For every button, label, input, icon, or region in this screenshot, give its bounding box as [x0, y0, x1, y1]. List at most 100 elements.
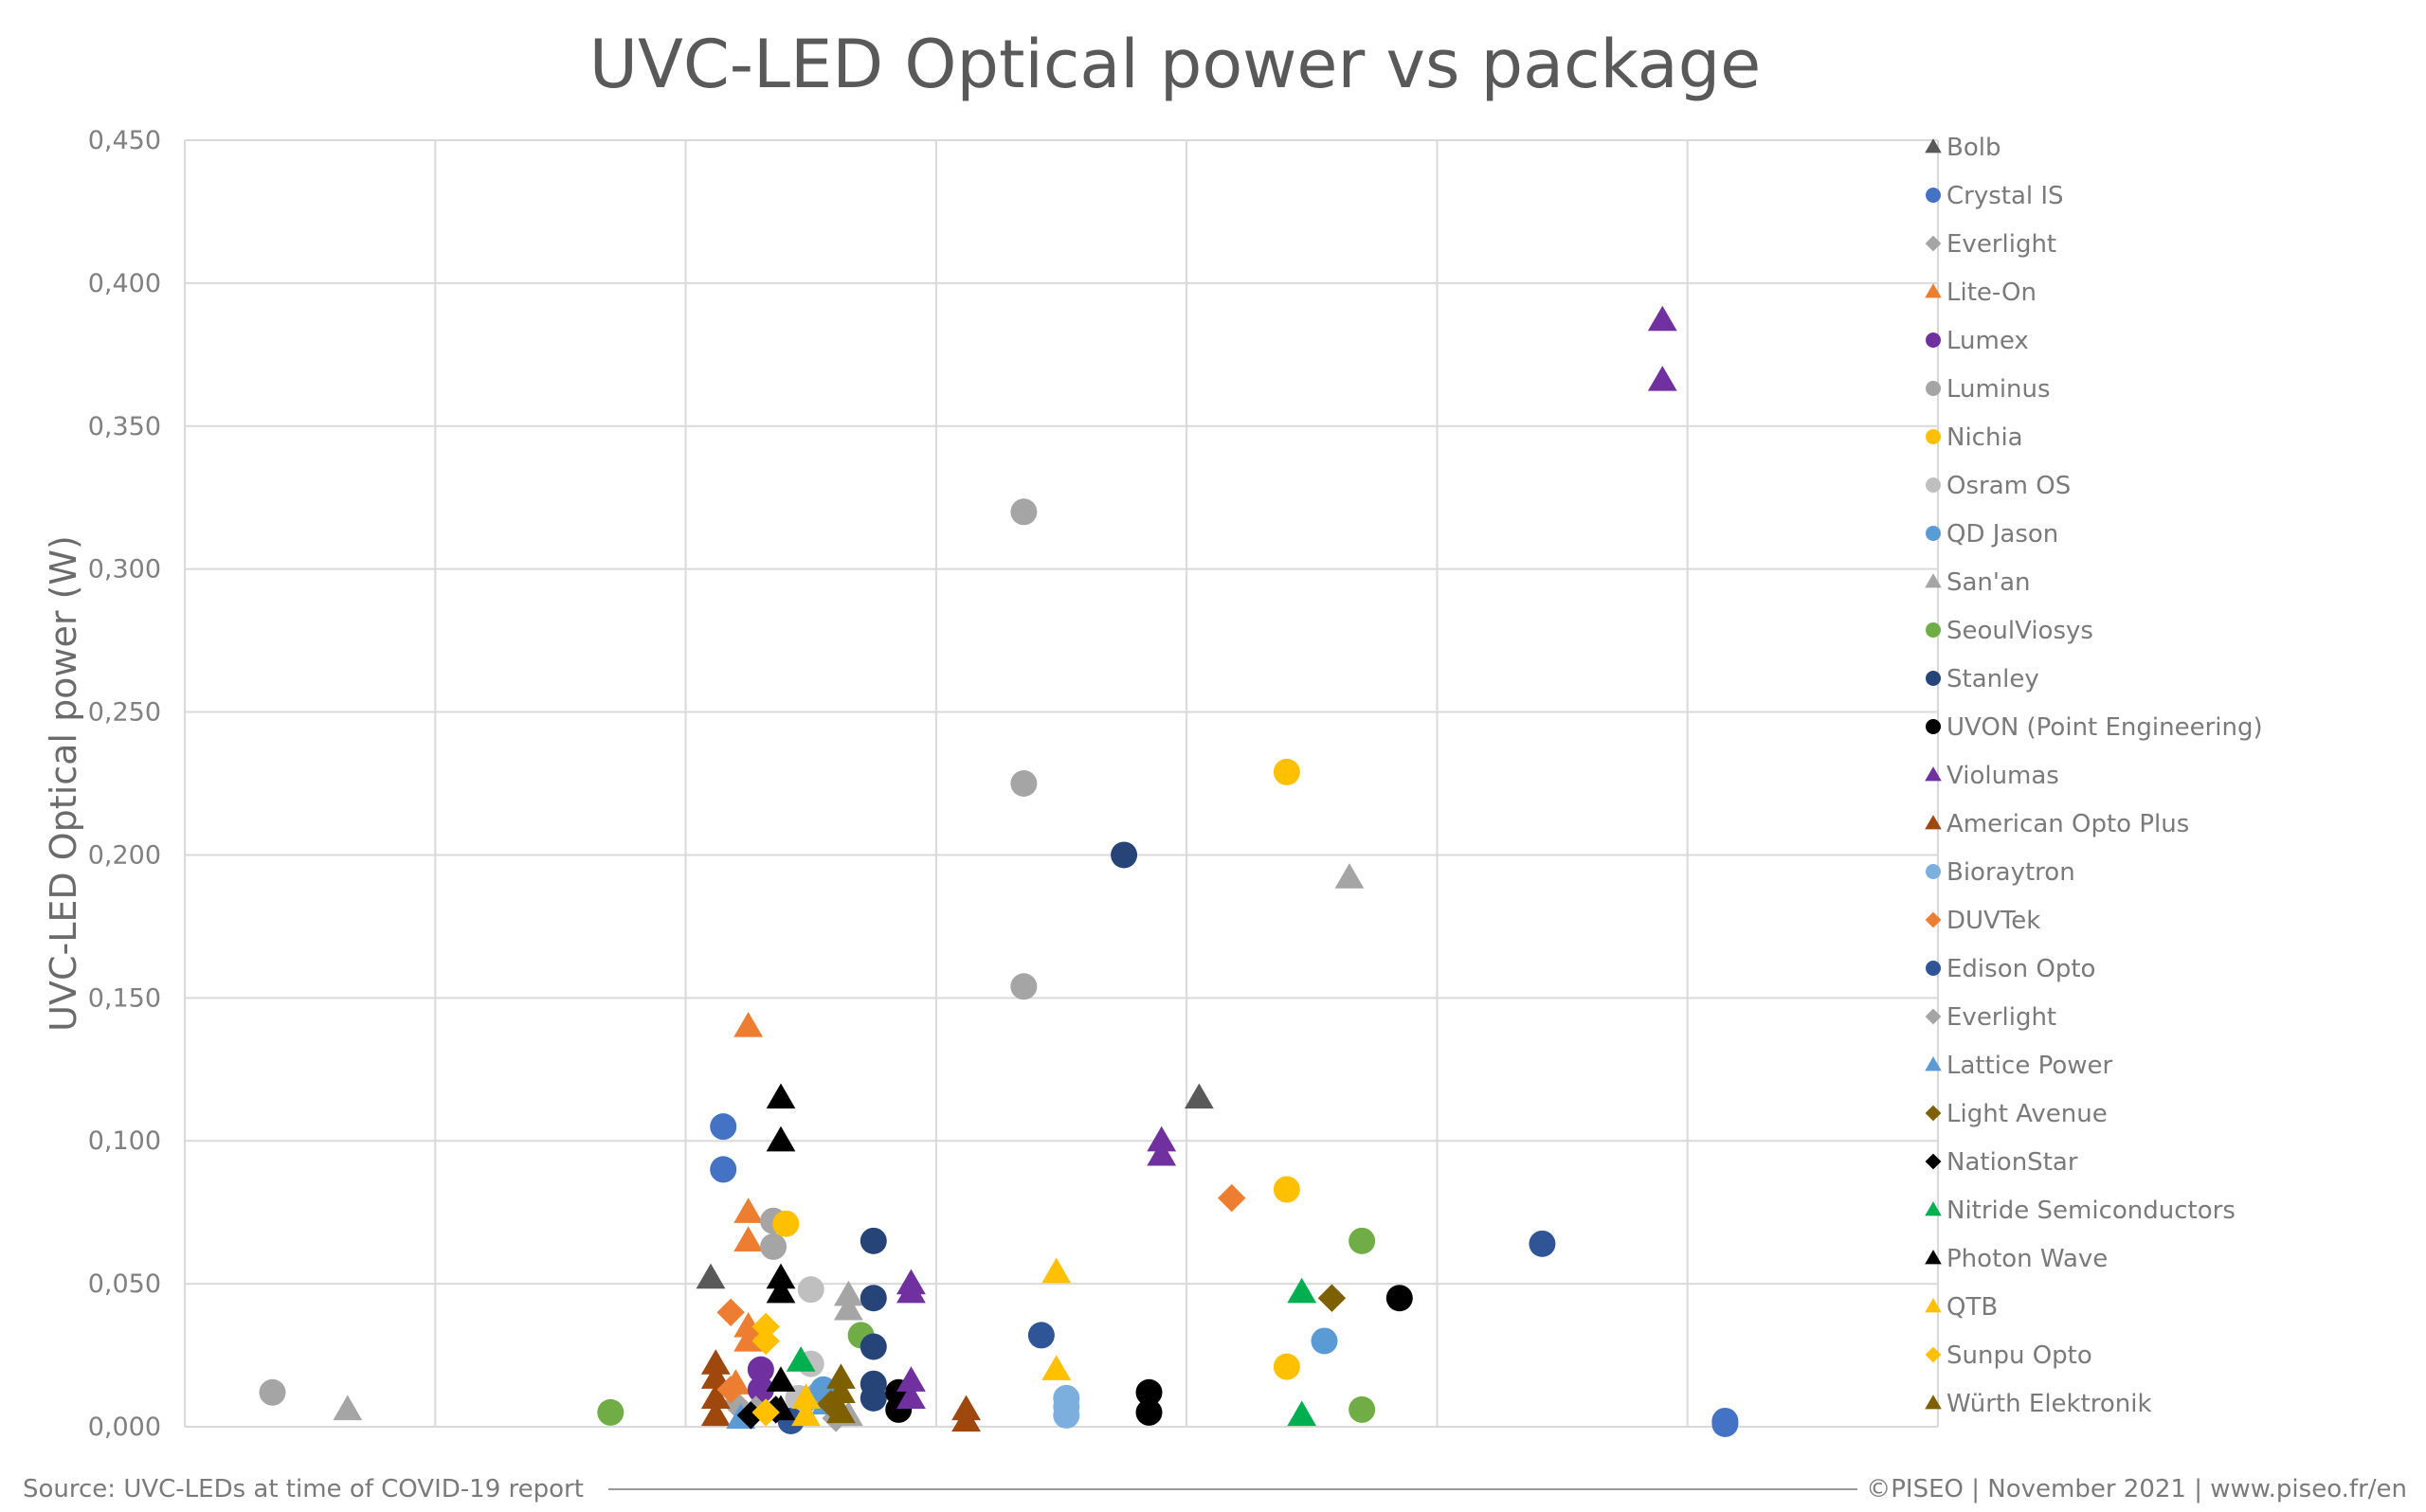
y-tick-label: 0,000: [88, 1413, 161, 1442]
data-point: [1385, 1285, 1413, 1312]
data-point: [700, 1363, 731, 1389]
legend-marker: [1925, 573, 1942, 588]
legend-marker: [1925, 1395, 1942, 1410]
data-point: [736, 1401, 765, 1430]
data-point: [1041, 1355, 1072, 1380]
data-point: [700, 1400, 731, 1427]
data-point: [751, 1398, 780, 1427]
legend-label: San'an: [1946, 568, 2030, 597]
legend-label: QTB: [1946, 1293, 1998, 1322]
legend-label: Edison Opto: [1946, 955, 2095, 983]
legend-marker: [1926, 477, 1941, 493]
data-point: [860, 1384, 887, 1412]
legend-label: Lite-On: [1946, 279, 2037, 307]
legend-label: NationStar: [1946, 1148, 2078, 1177]
legend-label: Lumex: [1946, 327, 2029, 355]
legend-marker: [1925, 766, 1942, 782]
data-point: [766, 1277, 796, 1304]
legend-marker: [1925, 1346, 1942, 1363]
data-point: [1647, 366, 1677, 391]
legend-label: Luminus: [1946, 375, 2051, 404]
data-point: [826, 1363, 856, 1389]
data-point: [747, 1356, 774, 1383]
data-point: [833, 1280, 863, 1306]
legend-marker: [1925, 235, 1942, 252]
legend-marker: [1925, 1056, 1942, 1071]
data-point: [1529, 1230, 1556, 1257]
data-point: [896, 1366, 926, 1392]
legend-label: Osram OS: [1946, 472, 2071, 500]
legend-marker: [1925, 815, 1942, 830]
legend-label: Lattice Power: [1946, 1052, 2113, 1080]
y-tick-label: 0,200: [88, 840, 161, 870]
legend-marker: [1925, 911, 1942, 928]
legend-label: Bolb: [1946, 134, 2001, 162]
legend-label: UVON (Point Engineering): [1946, 713, 2263, 742]
legend-marker: [1926, 719, 1941, 734]
data-point: [259, 1378, 286, 1406]
legend-label: Würth Elektronik: [1946, 1390, 2152, 1418]
data-point: [733, 1197, 764, 1223]
data-point: [786, 1346, 816, 1372]
plot-grid: [184, 139, 1939, 1428]
data-point: [760, 1233, 788, 1260]
legend-label: Stanley: [1946, 665, 2039, 693]
legend-label: Nitride Semiconductors: [1946, 1197, 2236, 1225]
data-point: [716, 1298, 745, 1326]
legend-label: Everlight: [1946, 230, 2056, 259]
data-point: [1053, 1401, 1080, 1429]
data-point: [716, 1376, 745, 1404]
data-point: [1334, 863, 1365, 889]
data-point: [1147, 1140, 1177, 1166]
legend-marker: [1926, 864, 1941, 879]
data-point: [766, 1263, 796, 1289]
chart-title: UVC-LED Optical power vs package: [589, 26, 1761, 103]
y-tick-label: 0,050: [88, 1269, 161, 1299]
source-note: Source: UVC-LEDs at time of COVID-19 rep…: [23, 1475, 584, 1503]
y-tick-label: 0,450: [88, 126, 161, 155]
data-point: [597, 1398, 625, 1426]
data-point: [817, 1390, 845, 1418]
data-point: [1218, 1183, 1246, 1213]
legend-label: Everlight: [1946, 1003, 2056, 1032]
data-point: [766, 1083, 796, 1109]
data-point: [833, 1294, 863, 1321]
legend-label: Sunpu Opto: [1946, 1341, 2092, 1370]
legend-marker: [1926, 622, 1941, 638]
data-point: [1010, 770, 1038, 797]
data-point: [733, 1226, 764, 1252]
legend-marker: [1926, 381, 1941, 396]
legend-marker: [1926, 961, 1941, 976]
legend-marker: [1926, 333, 1941, 348]
credit-note: ©PISEO | November 2021 | www.piseo.fr/en: [1866, 1475, 2407, 1503]
data-point: [1184, 1083, 1214, 1109]
data-point: [1287, 1277, 1317, 1304]
legend-label: Nichia: [1946, 423, 2023, 452]
y-tick-label: 0,100: [88, 1126, 161, 1156]
data-point: [797, 1276, 824, 1304]
data-point: [1147, 1125, 1177, 1152]
data-point: [733, 1326, 764, 1352]
data-point: [860, 1227, 887, 1254]
legend-marker: [1925, 1153, 1942, 1170]
data-point: [1273, 758, 1300, 785]
data-point: [696, 1263, 726, 1289]
data-point: [700, 1349, 731, 1375]
data-point: [791, 1383, 821, 1409]
data-point: [700, 1383, 731, 1409]
legend-marker: [1925, 1201, 1942, 1216]
data-point: [1317, 1284, 1347, 1312]
data-point: [1349, 1395, 1376, 1423]
data-point: [1311, 1327, 1338, 1355]
data-point: [826, 1397, 856, 1424]
data-point: [1349, 1227, 1376, 1254]
data-point: [766, 1125, 796, 1152]
data-point: [333, 1395, 363, 1421]
data-point: [860, 1333, 887, 1360]
data-point: [1027, 1322, 1055, 1349]
y-tick-label: 0,250: [88, 698, 161, 728]
legend-marker: [1925, 138, 1942, 153]
legend-marker: [1926, 526, 1941, 541]
data-point: [766, 1366, 796, 1392]
